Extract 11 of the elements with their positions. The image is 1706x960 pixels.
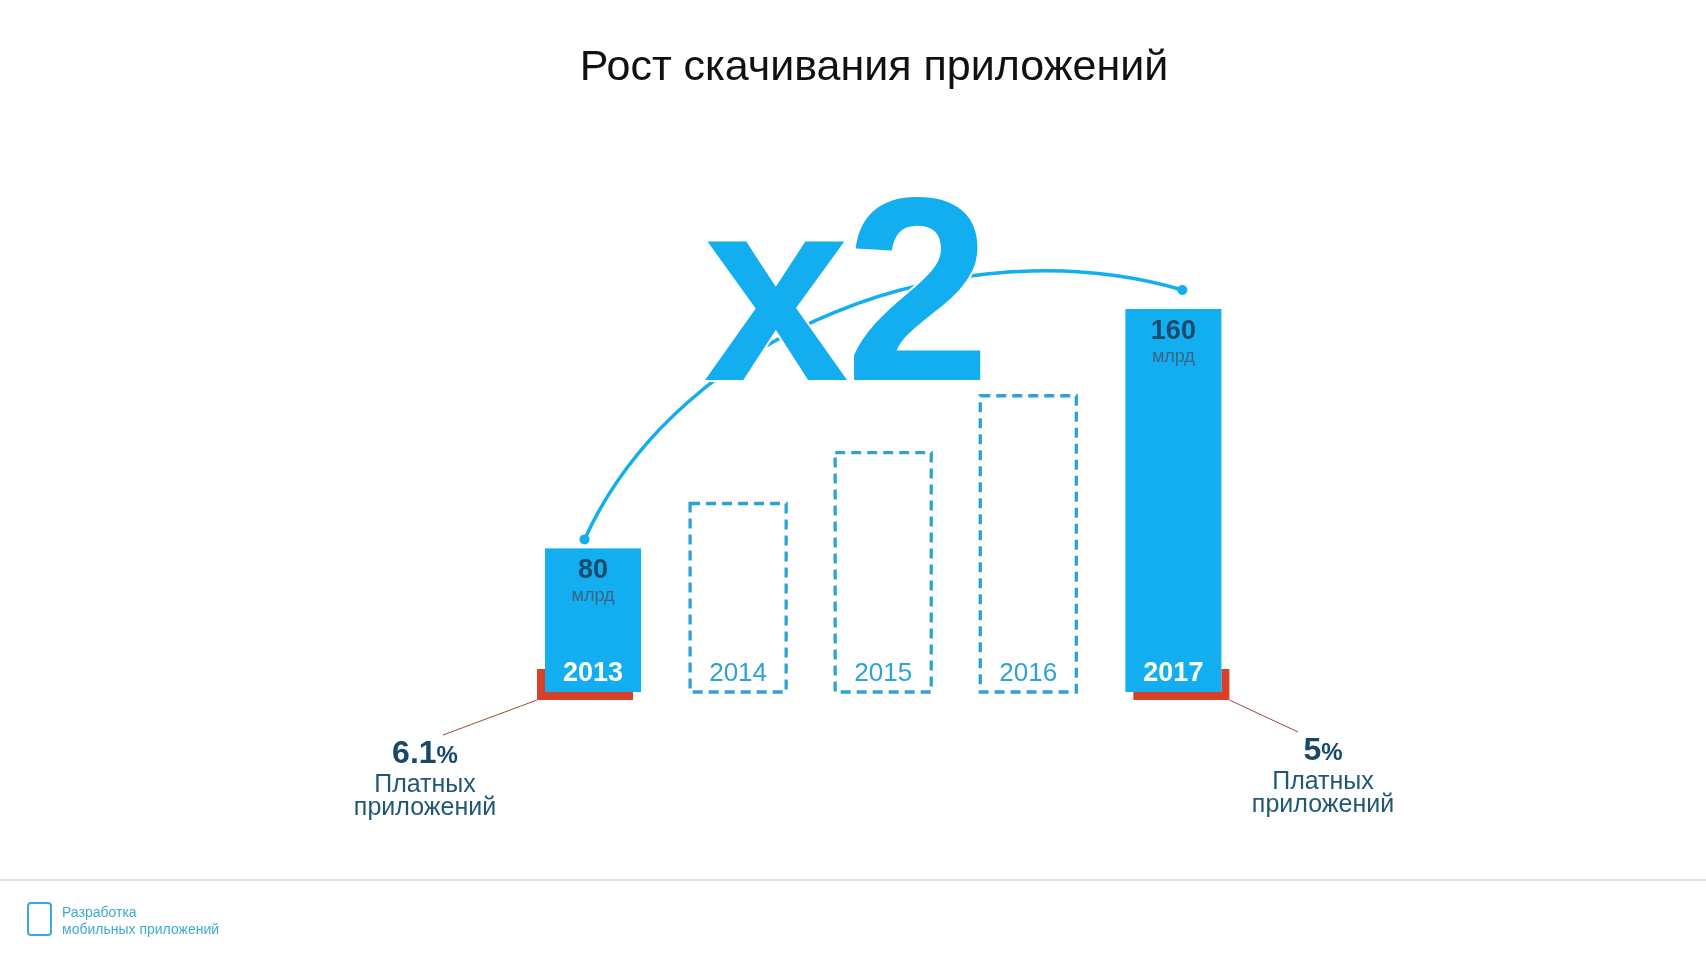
text: 5% Платных приложений [1251,731,1395,817]
x-tick-label: 2014 [709,657,768,687]
x-tick-label: 2013 [562,657,624,687]
x-tick-label: 2015 [854,657,913,687]
text: 6.1% Платных приложений [353,734,497,820]
data-label: 160 млрд [1150,315,1196,366]
x-tick-label: 2017 [1143,657,1204,687]
x-tick-label: 2016 [999,657,1058,687]
data-label: 80 млрд [571,554,616,606]
chart-title: Рост скачивания приложений [579,41,1169,89]
text: Разработка мобильных приложений [62,904,220,937]
